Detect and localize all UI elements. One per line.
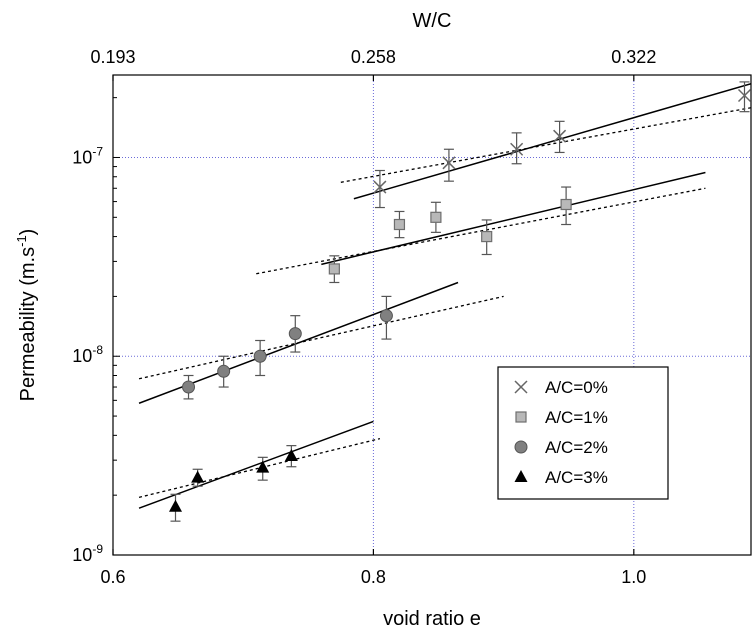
top-axis: 0.193 0.258 0.322 bbox=[90, 47, 656, 81]
y-axis-title-sup: -1 bbox=[14, 235, 29, 247]
fit-line-solid bbox=[353, 83, 751, 200]
marker-circle bbox=[379, 309, 393, 323]
marker-triangle bbox=[168, 499, 182, 512]
fit-line-dotted bbox=[256, 187, 706, 275]
marker-x bbox=[373, 180, 387, 194]
legend-box bbox=[497, 366, 669, 500]
marker-square bbox=[481, 230, 493, 243]
marker-circle bbox=[253, 349, 267, 363]
marker-triangle bbox=[191, 470, 205, 483]
legend: A/C=0% A/C=1% A/C=2% A/C=3% bbox=[497, 366, 669, 500]
series-circle bbox=[138, 281, 504, 404]
top-axis-title: W/C bbox=[413, 10, 452, 32]
error-bar bbox=[739, 81, 750, 113]
x-axis-title: void ratio e bbox=[383, 608, 481, 630]
fit-line-solid bbox=[321, 171, 706, 266]
series-x bbox=[340, 81, 751, 209]
y-tick-exp: -8 bbox=[92, 343, 103, 357]
y-tick-label: 10-7 bbox=[72, 144, 103, 167]
top-tick-label: 0.258 bbox=[351, 47, 396, 67]
marker-square bbox=[430, 211, 442, 223]
marker-triangle bbox=[514, 470, 528, 482]
y-axis-title-main: Permeability (m.s bbox=[17, 247, 39, 401]
y-tick-label: 10-9 bbox=[72, 542, 103, 565]
legend-label: A/C=3% bbox=[545, 468, 608, 487]
marker-triangle bbox=[256, 460, 270, 473]
x-tick-label: 0.6 bbox=[100, 567, 125, 587]
y-tick-exp: -7 bbox=[92, 144, 103, 158]
marker-x-stroke bbox=[737, 88, 751, 103]
y-tick-label: 10-8 bbox=[72, 343, 103, 366]
marker-square bbox=[515, 411, 527, 423]
y-tick-base: 10 bbox=[72, 346, 92, 366]
legend-entry: A/C=3% bbox=[514, 468, 608, 487]
marker-x-stroke bbox=[373, 180, 387, 194]
fit-line-dotted bbox=[138, 438, 381, 498]
marker-x bbox=[737, 88, 751, 103]
x-axis: 0.6 0.8 1.0 bbox=[100, 549, 646, 587]
marker-x bbox=[553, 129, 567, 143]
plot-data bbox=[138, 81, 751, 522]
legend-entry: A/C=1% bbox=[515, 408, 608, 427]
plot-frame bbox=[112, 74, 752, 556]
legend-label: A/C=0% bbox=[545, 378, 608, 397]
fit-line-dotted bbox=[138, 295, 504, 380]
marker-x-stroke bbox=[553, 129, 567, 143]
marker-x-stroke bbox=[514, 380, 528, 394]
marker-x bbox=[510, 142, 524, 156]
marker-x bbox=[442, 156, 456, 170]
y-tick-exp: -9 bbox=[92, 542, 103, 556]
marker-square bbox=[328, 263, 340, 275]
fit-line-dotted bbox=[340, 107, 751, 183]
y-tick-base: 10 bbox=[72, 545, 92, 565]
marker-x bbox=[514, 380, 528, 394]
marker-square bbox=[393, 218, 406, 231]
top-tick-label: 0.193 bbox=[90, 47, 135, 67]
marker-circle bbox=[182, 380, 196, 394]
marker-x-stroke bbox=[510, 142, 524, 156]
x-tick-label: 1.0 bbox=[621, 567, 646, 587]
y-axis-title-close: ) bbox=[17, 229, 39, 236]
legend-label: A/C=1% bbox=[545, 408, 608, 427]
marker-circle bbox=[514, 440, 528, 454]
legend-entry: A/C=0% bbox=[514, 378, 608, 397]
marker-triangle bbox=[284, 448, 298, 461]
error-bar bbox=[374, 169, 385, 209]
marker-square bbox=[560, 198, 572, 211]
marker-x-stroke bbox=[442, 156, 456, 170]
y-axis-title: Permeability (m.s-1) bbox=[14, 229, 39, 402]
x-tick-label: 0.8 bbox=[361, 567, 386, 587]
y-tick-base: 10 bbox=[72, 147, 92, 167]
legend-label: A/C=2% bbox=[545, 438, 608, 457]
legend-entry: A/C=2% bbox=[514, 438, 608, 457]
series-triangle bbox=[138, 420, 381, 522]
marker-circle bbox=[288, 327, 302, 341]
error-bar bbox=[443, 148, 454, 182]
marker-circle bbox=[217, 364, 231, 378]
series-square bbox=[256, 171, 706, 284]
top-tick-label: 0.322 bbox=[611, 47, 656, 67]
fit-line-solid bbox=[138, 420, 374, 509]
y-axis: 10-910-810-7 bbox=[72, 97, 120, 565]
